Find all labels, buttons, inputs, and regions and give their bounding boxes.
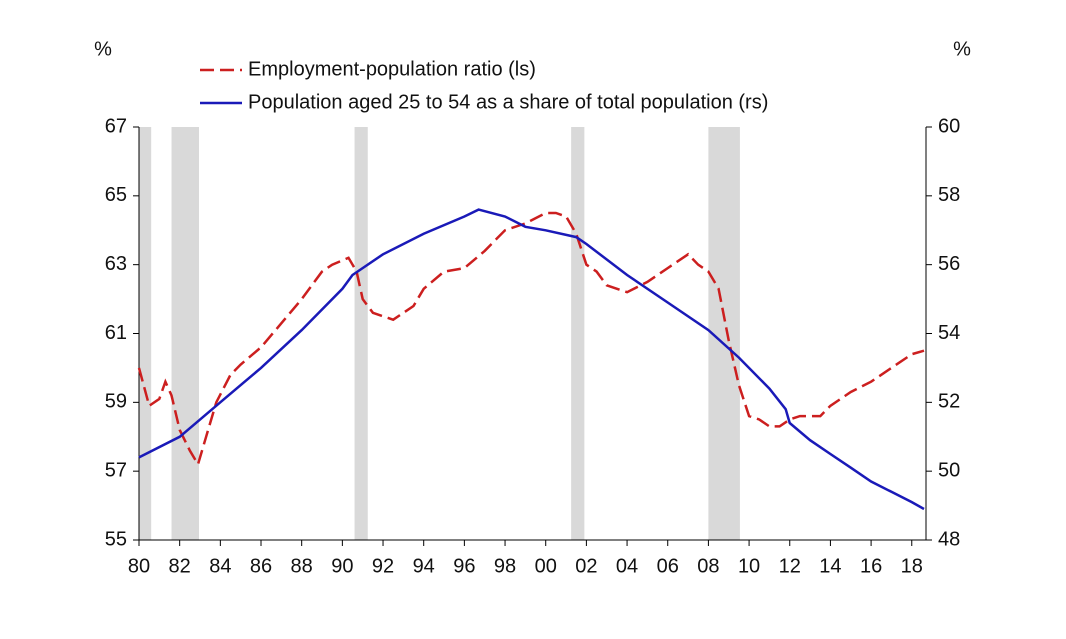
- y2-tick-label: 50: [938, 459, 960, 481]
- y-tick-label: 63: [105, 253, 127, 275]
- y2-tick-label: 60: [938, 115, 960, 137]
- x-tick-label: 82: [169, 555, 191, 577]
- y2-tick-label: 56: [938, 253, 960, 275]
- x-tick-label: 16: [860, 555, 882, 577]
- y-unit-label: %: [94, 38, 112, 60]
- y-tick-label: 57: [105, 459, 127, 481]
- x-tick-label: 84: [209, 555, 231, 577]
- series-line: [137, 211, 925, 468]
- y-tick-label: 67: [105, 115, 127, 137]
- y2-unit-label: %: [953, 38, 971, 60]
- x-tick-label: 92: [372, 555, 394, 577]
- recession-band: [571, 127, 585, 540]
- x-tick-label: 08: [697, 555, 719, 577]
- x-tick-label: 14: [819, 555, 841, 577]
- y2-tick-label: 52: [938, 391, 960, 413]
- x-tick-label: 18: [901, 555, 923, 577]
- recession-band: [171, 127, 199, 540]
- x-tick-label: 98: [494, 555, 516, 577]
- x-tick-label: 88: [291, 555, 313, 577]
- x-tick-label: 06: [657, 555, 679, 577]
- y2-tick-label: 54: [938, 322, 960, 344]
- y-tick-label: 65: [105, 184, 127, 206]
- x-tick-label: 86: [250, 555, 272, 577]
- legend-label: Population aged 25 to 54 as a share of t…: [248, 91, 768, 113]
- y-tick-label: 61: [105, 322, 127, 344]
- x-tick-label: 00: [535, 555, 557, 577]
- legend-label: Employment-population ratio (ls): [248, 58, 536, 80]
- y-tick-label: 55: [105, 528, 127, 550]
- x-tick-label: 80: [128, 555, 150, 577]
- x-tick-label: 10: [738, 555, 760, 577]
- recession-band: [139, 127, 152, 540]
- x-tick-label: 96: [453, 555, 475, 577]
- y2-tick-label: 58: [938, 184, 960, 206]
- x-tick-label: 12: [779, 555, 801, 577]
- x-tick-label: 04: [616, 555, 638, 577]
- x-tick-label: 02: [575, 555, 597, 577]
- y2-tick-label: 48: [938, 528, 960, 550]
- x-tick-label: 94: [413, 555, 435, 577]
- y-tick-label: 59: [105, 391, 127, 413]
- series-line: [138, 208, 925, 511]
- x-tick-label: 90: [331, 555, 353, 577]
- recession-band: [354, 127, 368, 540]
